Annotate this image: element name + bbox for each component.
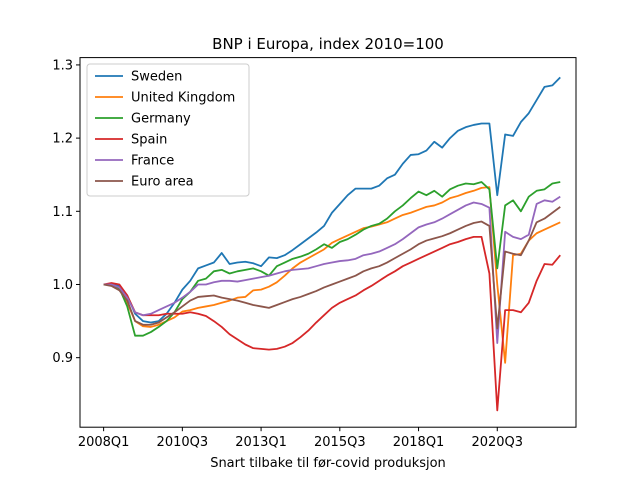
series-line-4 [103, 195, 561, 344]
x-tick-label: 2018Q1 [393, 435, 445, 450]
x-tick-label: 2015Q3 [314, 435, 366, 450]
legend-box [86, 63, 250, 197]
legend-entry-4: France [131, 154, 174, 169]
series-line-0 [103, 76, 561, 324]
plot-frame [79, 57, 577, 428]
x-axis: 2008Q1 2010Q3 2013Q1 2015Q3 2018Q1 2020Q3 [78, 427, 523, 450]
y-tick-label: 1.1 [52, 205, 73, 220]
x-tick-label: 2010Q3 [157, 435, 209, 450]
legend: Sweden United Kingdom Germany Spain France Eu… [86, 63, 250, 197]
x-tick-label: 2008Q1 [78, 435, 130, 450]
y-tick-label: 1.0 [52, 278, 73, 293]
series-line-2 [103, 181, 561, 337]
legend-entry-3: Spain [131, 133, 167, 148]
y-tick-label: 1.2 [52, 132, 73, 147]
y-axis: 0.9 1.0 1.1 1.2 1.3 [52, 58, 80, 366]
series-line-3 [103, 236, 561, 412]
x-tick-label: 2013Q1 [235, 435, 287, 450]
legend-entry-5: Euro area [131, 175, 194, 190]
legend-entry-2: Germany [131, 112, 191, 127]
chart-title: BNP i Europa, index 2010=100 [212, 35, 444, 53]
legend-entry-1: United Kingdom [131, 91, 235, 106]
series-lines [103, 76, 561, 412]
y-tick-label: 0.9 [52, 351, 73, 366]
legend-entry-0: Sweden [131, 70, 182, 85]
y-tick-label: 1.3 [52, 58, 73, 73]
x-tick-label: 2020Q3 [471, 435, 523, 450]
series-line-5 [103, 206, 561, 330]
x-axis-label: Snart tilbake til før-covid produksjon [210, 456, 446, 471]
